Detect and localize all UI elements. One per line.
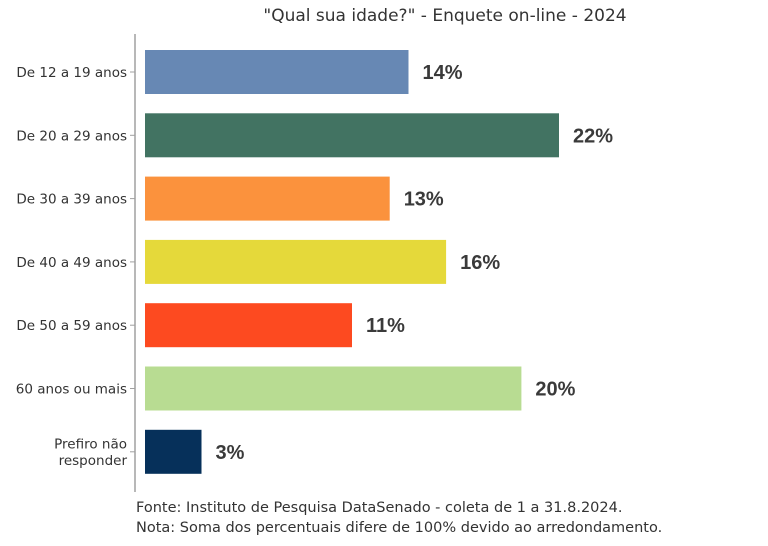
- bar-2: [145, 113, 559, 158]
- bar-1: [145, 50, 409, 94]
- category-label-4: De 40 a 49 anos: [16, 255, 127, 271]
- category-label-1: De 12 a 19 anos: [16, 65, 127, 81]
- bar-7: [145, 429, 202, 474]
- value-label-3: 13%: [404, 189, 444, 211]
- value-label-2: 22%: [573, 125, 613, 147]
- value-label-6: 20%: [535, 379, 575, 401]
- bar-4: [145, 239, 447, 284]
- category-label-5: De 50 a 59 anos: [16, 318, 127, 334]
- bar-5: [145, 303, 352, 348]
- value-label-4: 16%: [460, 252, 500, 274]
- value-label-5: 11%: [366, 315, 405, 337]
- chart-title: "Qual sua idade?" - Enquete on-line - 20…: [263, 6, 626, 26]
- bar-3: [145, 176, 390, 221]
- bar-6: [145, 366, 522, 411]
- value-label-7: 3%: [216, 442, 245, 464]
- category-label-2: De 20 a 29 anos: [16, 128, 127, 144]
- value-label-1: 14%: [423, 62, 463, 84]
- source-note: Fonte: Instituto de Pesquisa DataSenado …: [136, 500, 623, 516]
- category-label-6: 60 anos ou mais: [16, 382, 127, 398]
- category-label-3: De 30 a 39 anos: [16, 192, 127, 208]
- bar-chart: "Qual sua idade?" - Enquete on-line - 20…: [16, 6, 627, 492]
- rounding-note: Nota: Soma dos percentuais difere de 100…: [136, 520, 663, 536]
- bars-group: 14% De 12 a 19 anos 22% De 20 a 29 anos 13% D…: [16, 50, 613, 474]
- category-label-7: Prefiro não responder: [54, 437, 127, 470]
